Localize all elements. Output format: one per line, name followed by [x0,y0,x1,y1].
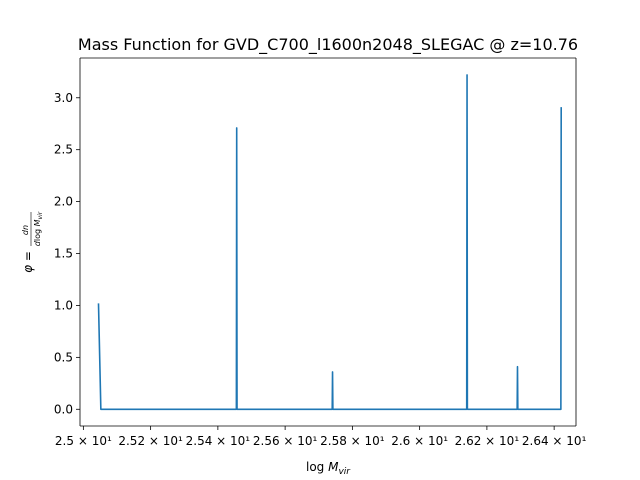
y-axis-label-phi: φ = [21,251,35,273]
y-axis-ticks: 0.0 0.5 1.0 1.5 2.0 2.5 3.0 [54,91,80,416]
plot-area [80,58,576,426]
x-tick-label: 2.52 × 10¹ [118,434,183,448]
x-axis-ticks: 2.5 × 10¹ 2.52 × 10¹ 2.54 × 10¹ 2.56 × 10¹ 2… [55,426,587,448]
series-line-0 [97,74,562,411]
y-axis-label-numerator: dn [21,225,30,235]
series-layer [97,74,562,411]
y-tick-label: 0.0 [54,402,73,416]
y-tick-label: 1.0 [54,298,73,312]
plot-background [80,58,576,426]
y-tick-label: 0.5 [54,350,73,364]
y-tick-label: 1.5 [54,247,73,261]
chart-title: Mass Function for GVD_C700_l1600n2048_SL… [78,35,578,55]
y-axis-label-denominator: dlog Mvir [33,211,44,246]
x-axis-label: log Mvir [306,460,351,477]
x-tick-label: 2.64 × 10¹ [522,434,587,448]
x-tick-label: 2.62 × 10¹ [455,434,520,448]
x-axis-label-sub: vir [338,467,351,477]
y-tick-label: 2.0 [54,195,73,209]
x-tick-label: 2.58 × 10¹ [320,434,385,448]
y-tick-label: 3.0 [54,91,73,105]
x-tick-label: 2.54 × 10¹ [186,434,251,448]
x-tick-label: 2.56 × 10¹ [253,434,318,448]
x-tick-label: 2.6 × 10¹ [391,434,448,448]
y-tick-label: 2.5 [54,143,73,157]
x-tick-label: 2.5 × 10¹ [55,434,112,448]
plot-frame [79,57,577,427]
y-axis-label: φ = dn dlog Mvir [21,211,44,273]
x-axis-label-m: M [328,460,339,474]
x-axis-label-log: log [306,460,328,474]
